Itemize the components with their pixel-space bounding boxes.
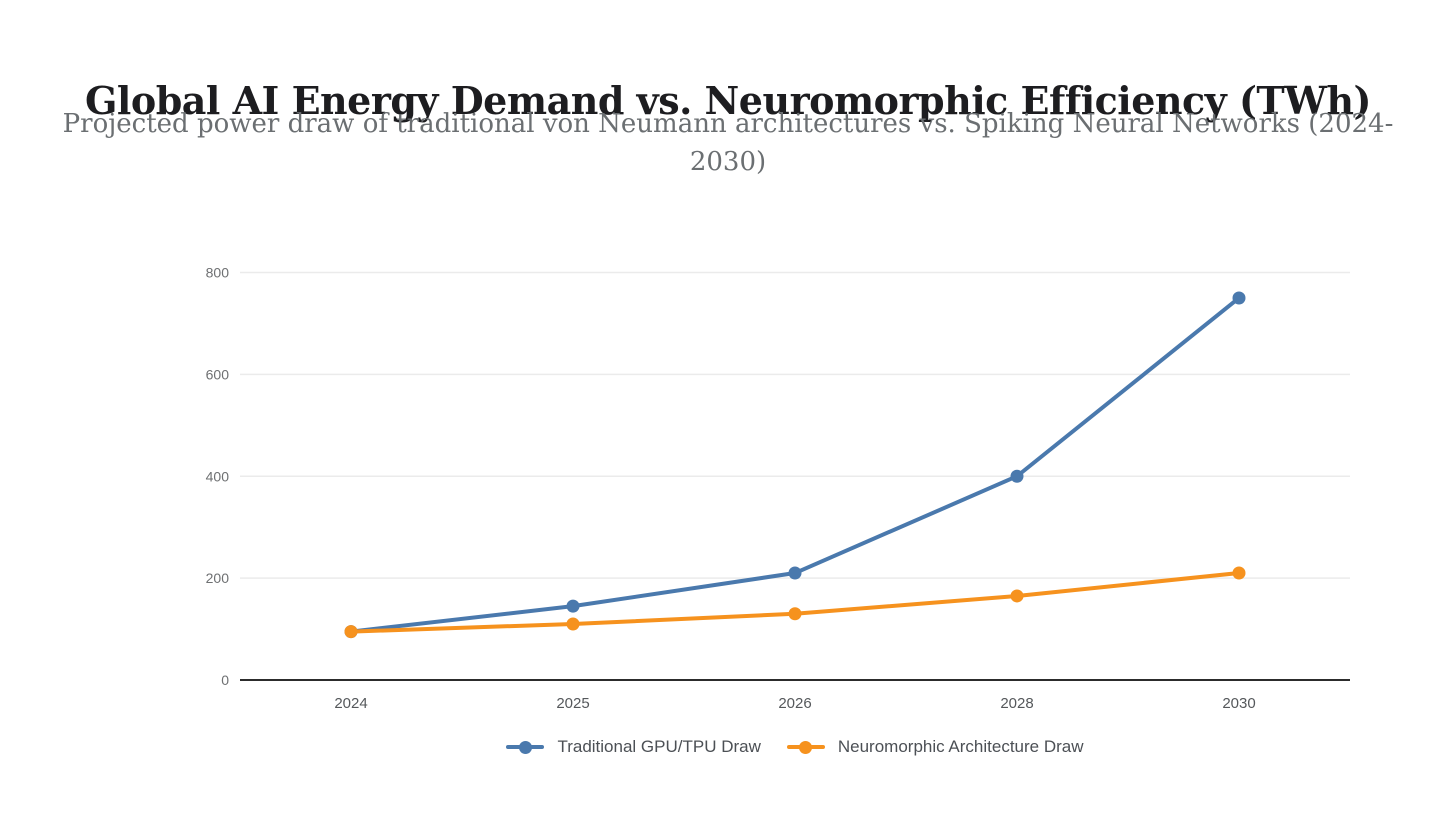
y-tick-label: 800: [206, 265, 230, 281]
x-tick-label: 2028: [1000, 695, 1033, 712]
data-point: [1010, 469, 1024, 483]
y-tick-label: 600: [206, 366, 230, 382]
line-dot-marker-icon: [506, 740, 545, 754]
legend-label-neuromorphic: Neuromorphic Architecture Draw: [837, 737, 1084, 756]
x-tick-label: 2025: [556, 695, 589, 712]
data-point: [566, 617, 580, 631]
data-point: [1010, 589, 1024, 603]
chart-subtitle-line-1: Projected power draw of traditional von …: [62, 109, 1394, 139]
data-point: [344, 625, 358, 639]
line-dot-marker-icon: [786, 740, 825, 754]
y-tick-label: 0: [221, 672, 229, 688]
data-point: [1232, 566, 1246, 580]
series-line-0: [349, 295, 1241, 634]
data-point: [566, 599, 580, 613]
series-line-1: [349, 571, 1241, 634]
data-point: [788, 566, 802, 580]
chart-subtitle: Projected power draw of traditional von …: [0, 105, 1456, 181]
x-tick-label: 2024: [334, 695, 367, 712]
line-chart-plot-area: 0 200 400 600 800 2024 2025 2026 2028 2030: [206, 265, 1350, 712]
data-point: [788, 607, 802, 621]
chart-subtitle-line-2: 2030): [689, 147, 767, 177]
legend-item-traditional: Traditional GPU/TPU Draw: [506, 737, 761, 757]
data-point: [1232, 291, 1246, 305]
chart-title: Global AI Energy Demand vs. Neuromorphic…: [84, 78, 1372, 124]
legend-item-neuromorphic: Neuromorphic Architecture Draw: [786, 737, 1084, 757]
y-tick-label: 200: [206, 570, 230, 586]
x-tick-label: 2026: [778, 695, 811, 712]
chart-legend: Traditional GPU/TPU Draw Neuromorphic Ar…: [240, 733, 1350, 761]
x-tick-label: 2030: [1222, 695, 1255, 712]
legend-label-traditional: Traditional GPU/TPU Draw: [557, 737, 761, 756]
y-tick-label: 400: [206, 468, 230, 484]
